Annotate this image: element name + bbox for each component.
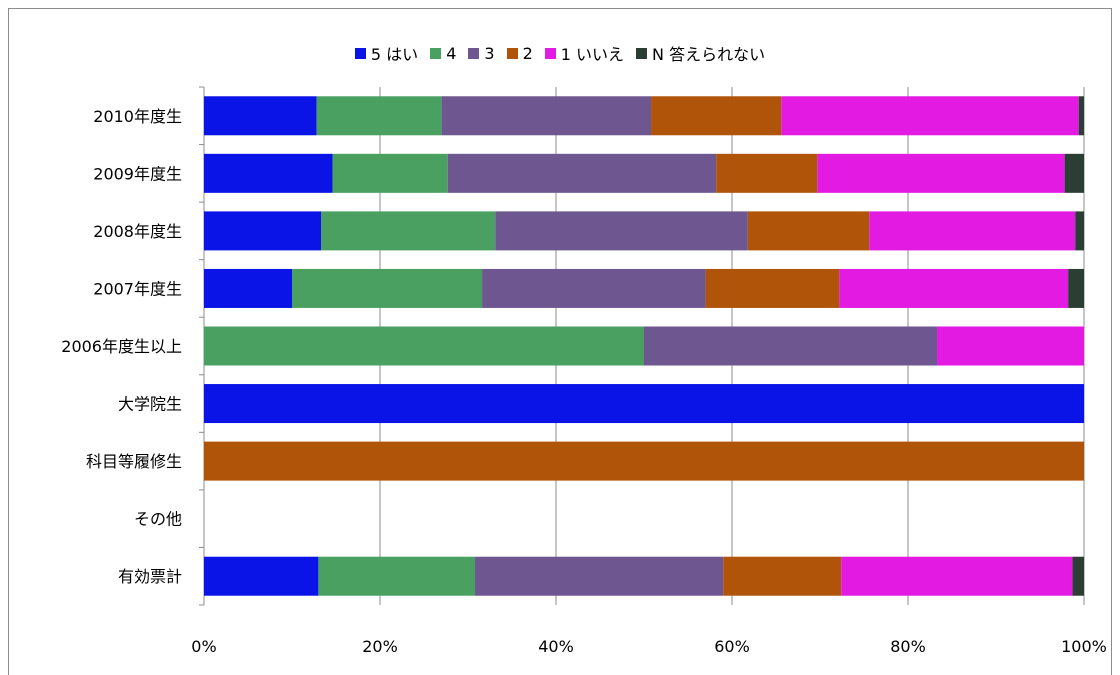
category-label: 2010年度生 [93,107,182,126]
legend-swatch [636,47,648,59]
category-label: 2007年度生 [93,279,182,298]
bar-segment [937,326,1084,366]
legend-label: 3 [484,43,495,63]
legend-swatch [354,47,366,59]
legend-label: 4 [446,43,457,63]
category-label: 有効票計 [118,567,182,586]
bar-segment [204,268,292,308]
legend-swatch [430,47,442,59]
legend-item: 1 いいえ [544,41,625,65]
bar-segment [292,268,483,308]
legend-label: N 答えられない [652,45,766,64]
bar-segment [495,211,748,251]
category-label: 2009年度生 [93,164,182,183]
bar-segment [723,556,842,596]
bar-segment [447,153,717,193]
legend-item: 2 [506,43,533,63]
bar-segment [716,153,818,193]
bar-segment [869,211,1076,251]
legend-swatch [506,47,518,59]
bar-segment [332,153,448,193]
legend-item: 4 [430,44,456,63]
bar-segment [1075,211,1084,251]
bar-segment [316,96,442,136]
x-tick-label: 100% [1061,637,1107,656]
x-tick-label: 80% [890,637,926,656]
bar-segment [204,326,644,366]
bar-segment [482,268,706,308]
category-label: 2006年度生以上 [61,337,182,356]
bar-segment [204,153,333,193]
bar-segment [839,268,1069,308]
bar-segment [644,326,938,366]
x-tick-label: 0% [191,637,216,656]
chart-legend: 5 はい 4 3 2 1 いいえ N 答えられない [9,39,1111,67]
bar-segment [475,556,724,596]
bar-segment [1068,268,1084,308]
legend-swatch [468,47,480,59]
legend-item: 3 [468,43,495,63]
bar-segment [441,96,652,136]
bar-segment [1064,153,1084,193]
bar-segment [781,96,1079,136]
bar-segment [651,96,782,136]
bar-segment [204,96,317,136]
x-tick-label: 60% [714,637,750,656]
bar-segment [705,268,840,308]
category-label: 科目等履修生 [86,452,182,471]
x-tick-label: 20% [362,637,398,656]
category-label: その他 [134,510,182,529]
bar-segment [204,384,1084,424]
bar-segment [1078,96,1084,136]
legend-label: 1 いいえ [560,45,625,64]
category-label: 大学院生 [118,395,182,414]
legend-label: 5 はい [370,45,419,64]
bar-segment [321,211,496,251]
bar-segment [817,153,1065,193]
legend-item: N 答えられない [636,41,765,65]
category-label: 2008年度生 [93,222,182,241]
bar-segment [204,211,322,251]
legend-label: 2 [522,43,533,63]
bar-segment [204,441,1084,481]
bar-segment [318,556,476,596]
bar-segment [747,211,870,251]
x-tick-label: 40% [538,637,574,656]
legend-item: 5 はい [354,41,419,65]
bar-segment [841,556,1073,596]
bar-segment [204,556,319,596]
bar-segment [1072,556,1084,596]
legend-swatch [544,47,556,59]
